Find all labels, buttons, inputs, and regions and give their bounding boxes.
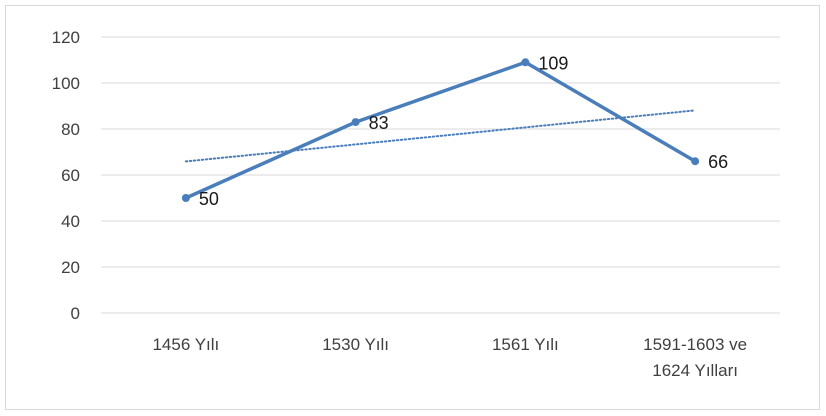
gridlines (101, 36, 780, 314)
chart-frame (5, 5, 820, 410)
y-axis: 0 20 40 60 80 100 120 (52, 28, 80, 323)
data-point (181, 194, 190, 202)
x-tick-label: 1561 Yılı (492, 335, 559, 354)
y-tick-label: 80 (61, 120, 80, 139)
y-tick-label: 60 (61, 166, 80, 185)
data-label: 66 (708, 152, 728, 172)
x-tick-label: 1456 Yılı (152, 335, 219, 354)
x-axis: 1456 Yılı 1530 Yılı 1561 Yılı 1591-1603 ve 1… (152, 335, 747, 380)
data-label: 83 (369, 113, 389, 133)
data-point (521, 58, 530, 67)
trendline (184, 109, 697, 163)
data-point (691, 157, 700, 166)
data-label: 50 (199, 189, 219, 209)
y-tick-label: 0 (71, 304, 80, 323)
series-line (184, 60, 697, 200)
data-label: 109 (538, 53, 568, 73)
x-tick-label: 1624 Yılları (652, 361, 738, 380)
data-point (351, 118, 360, 127)
x-tick-label: 1530 Yılı (322, 335, 389, 354)
y-tick-label: 120 (52, 28, 80, 47)
y-tick-label: 100 (52, 74, 80, 93)
y-tick-label: 40 (61, 212, 80, 231)
x-tick-label: 1591-1603 ve (643, 335, 747, 354)
y-tick-label: 20 (61, 258, 80, 277)
